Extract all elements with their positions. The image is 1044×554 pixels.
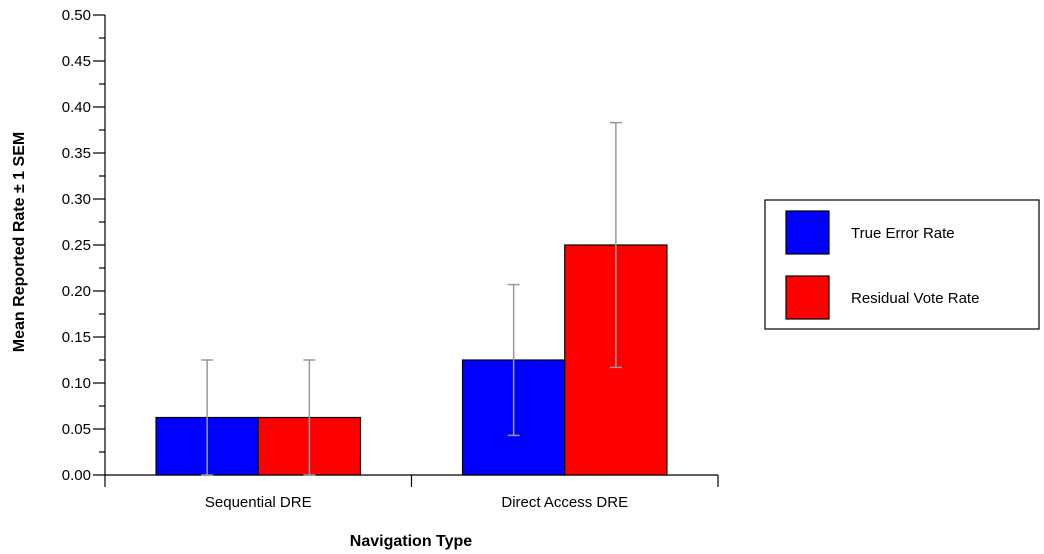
- legend-label-true-error: True Error Rate: [851, 225, 955, 242]
- y-tick-label: 0.05: [62, 421, 91, 438]
- x-category-label: Direct Access DRE: [501, 494, 628, 511]
- legend-label-residual-vote: Residual Vote Rate: [851, 290, 979, 307]
- y-axis: 0.00 0.05 0.10 0.15 0.20 0.25 0.30 0.35 0.40 0.45…: [62, 7, 106, 484]
- y-tick-label: 0.15: [62, 329, 91, 346]
- y-tick-label: 0.10: [62, 375, 91, 392]
- y-tick-label: 0.35: [62, 145, 91, 162]
- legend-swatch-true-error: [785, 210, 830, 255]
- x-axis-title: Navigation Type: [350, 533, 472, 550]
- y-tick-label: 0.00: [62, 467, 91, 484]
- legend-swatch-residual-vote: [785, 275, 830, 320]
- x-category-label: Sequential DRE: [205, 494, 312, 511]
- y-tick-label: 0.20: [62, 283, 91, 300]
- y-tick-label: 0.25: [62, 237, 91, 254]
- error-bars: [201, 121, 622, 476]
- x-axis: [104, 474, 719, 487]
- legend: True Error Rate Residual Vote Rate: [764, 199, 1040, 330]
- y-axis-title: Mean Reported Rate ± 1 SEM: [11, 132, 28, 352]
- y-tick-label: 0.50: [62, 7, 91, 24]
- category-labels: Sequential DRE Direct Access DRE: [205, 494, 628, 511]
- y-tick-label: 0.45: [62, 53, 91, 70]
- y-tick-label: 0.30: [62, 191, 91, 208]
- bars: [155, 244, 668, 476]
- y-tick-label: 0.40: [62, 99, 91, 116]
